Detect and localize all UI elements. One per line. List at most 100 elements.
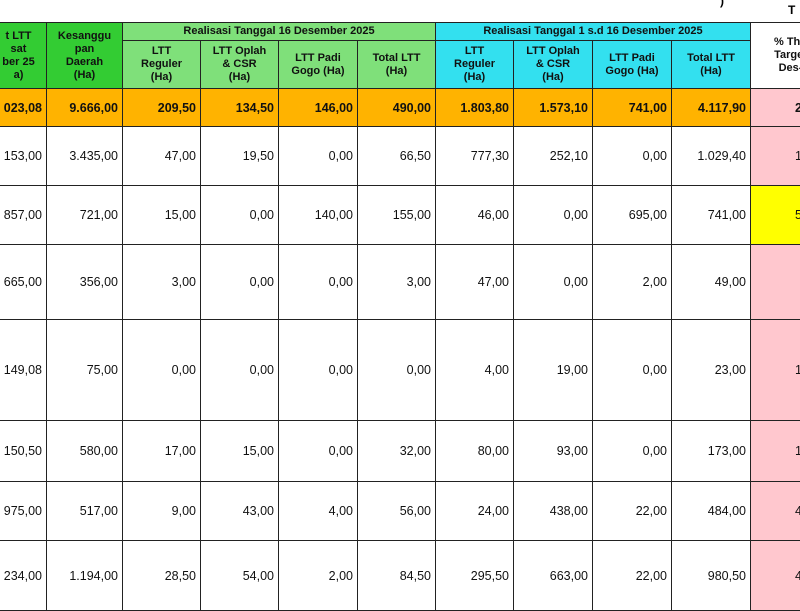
corner-mark: ) — [720, 0, 724, 8]
data-cell: 19,50 — [200, 126, 279, 186]
data-cell: 15,00 — [122, 185, 201, 245]
corner-mark: T — [788, 3, 796, 17]
header-line: LTT — [464, 45, 485, 57]
column-header: LTT Reguler (Ha) — [122, 40, 201, 89]
data-cell: 1.029,40 — [671, 126, 751, 186]
data-cell: 484,00 — [671, 481, 751, 541]
header-line: (Ha) — [700, 64, 722, 77]
header-line: (Ha) — [73, 68, 96, 81]
header-line: (Ha) — [463, 71, 486, 83]
data-cell: 84,50 — [357, 540, 436, 611]
column-header: LTT Padi Gogo (Ha) — [278, 40, 358, 89]
data-cell: 0,00 — [592, 319, 672, 421]
header-line: t LTT — [5, 29, 32, 42]
data-cell: 49,00 — [671, 244, 751, 320]
data-cell: 4 — [750, 540, 800, 611]
data-cell: 0,00 — [278, 126, 358, 186]
header-line: Total LTT — [687, 51, 735, 64]
data-cell: 150,50 — [0, 420, 47, 482]
data-cell: 4 — [750, 481, 800, 541]
data-cell: 1 — [750, 420, 800, 482]
data-cell: 43,00 — [200, 481, 279, 541]
column-header: Kesanggu pan Daerah (Ha) — [46, 22, 123, 89]
data-cell: 4,00 — [435, 319, 514, 421]
data-cell: 24,00 — [435, 481, 514, 541]
column-header: % ThdTargetDes- — [750, 22, 800, 89]
data-cell: 0,00 — [278, 319, 358, 421]
total-cell: 490,00 — [357, 88, 436, 127]
header-line: sat — [10, 42, 27, 55]
data-cell: 857,00 — [0, 185, 47, 245]
header-line: Target — [774, 49, 800, 61]
data-cell: 1 — [750, 319, 800, 421]
column-header: LTT Oplah & CSR (Ha) — [200, 40, 279, 89]
data-cell: 153,00 — [0, 126, 47, 186]
header-line: (Ha) — [150, 71, 173, 83]
header-line: (Ha) — [228, 71, 251, 83]
header-line: pan — [74, 42, 95, 55]
data-cell: 252,10 — [513, 126, 593, 186]
header-line: Reguler — [141, 58, 182, 70]
data-cell: 438,00 — [513, 481, 593, 541]
data-cell: 777,30 — [435, 126, 514, 186]
header-line: Reguler — [454, 58, 495, 70]
data-cell: 22,00 — [592, 540, 672, 611]
data-cell: 517,00 — [46, 481, 123, 541]
data-cell: 93,00 — [513, 420, 593, 482]
data-cell: 80,00 — [435, 420, 514, 482]
data-cell: 1 — [750, 126, 800, 186]
data-cell: 580,00 — [46, 420, 123, 482]
data-cell: 54,00 — [200, 540, 279, 611]
data-cell: 17,00 — [122, 420, 201, 482]
data-cell: 155,00 — [357, 185, 436, 245]
data-cell: 149,08 — [0, 319, 47, 421]
data-cell: 0,00 — [122, 319, 201, 421]
data-cell: 1.194,00 — [46, 540, 123, 611]
total-cell: 4.117,90 — [671, 88, 751, 127]
data-cell: 66,50 — [357, 126, 436, 186]
total-cell: 023,08 — [0, 88, 47, 127]
total-cell: 209,50 — [122, 88, 201, 127]
data-cell: 665,00 — [0, 244, 47, 320]
data-cell: 0,00 — [278, 420, 358, 482]
data-cell: 56,00 — [357, 481, 436, 541]
total-cell: 2 — [750, 88, 800, 127]
data-cell: 234,00 — [0, 540, 47, 611]
data-cell: 3,00 — [357, 244, 436, 320]
column-header: LTT Padi Gogo (Ha) — [592, 40, 672, 89]
total-cell: 1.573,10 — [513, 88, 593, 127]
data-cell — [750, 244, 800, 320]
data-cell: 721,00 — [46, 185, 123, 245]
data-cell: 0,00 — [278, 244, 358, 320]
total-cell: 134,50 — [200, 88, 279, 127]
header-line: (Ha) — [542, 71, 564, 83]
data-cell: 75,00 — [46, 319, 123, 421]
data-cell: 0,00 — [200, 185, 279, 245]
header-line: Gogo (Ha) — [605, 64, 659, 77]
total-cell: 1.803,80 — [435, 88, 514, 127]
data-cell: 3.435,00 — [46, 126, 123, 186]
data-cell: 0,00 — [357, 319, 436, 421]
data-cell: 28,50 — [122, 540, 201, 611]
data-cell: 140,00 — [278, 185, 358, 245]
data-cell: 15,00 — [200, 420, 279, 482]
header-line: Gogo (Ha) — [291, 64, 345, 77]
data-cell: 356,00 — [46, 244, 123, 320]
data-cell: 5 — [750, 185, 800, 245]
header-line: LTT Oplah — [526, 45, 580, 57]
data-cell: 695,00 — [592, 185, 672, 245]
data-cell: 0,00 — [200, 319, 279, 421]
data-cell: 980,50 — [671, 540, 751, 611]
data-cell: 975,00 — [0, 481, 47, 541]
total-cell: 741,00 — [592, 88, 672, 127]
group-header: Realisasi Tanggal 1 s.d 16 Desember 2025 — [435, 22, 751, 41]
column-header: Total LTT (Ha) — [357, 40, 436, 89]
header-line: Daerah — [65, 55, 104, 68]
data-cell: 32,00 — [357, 420, 436, 482]
header-line: % Thd — [774, 36, 800, 48]
data-cell: 0,00 — [513, 244, 593, 320]
column-header: t LTT sat ber 25 a) — [0, 22, 47, 89]
data-cell: 4,00 — [278, 481, 358, 541]
header-line: Kesanggu — [57, 29, 112, 42]
